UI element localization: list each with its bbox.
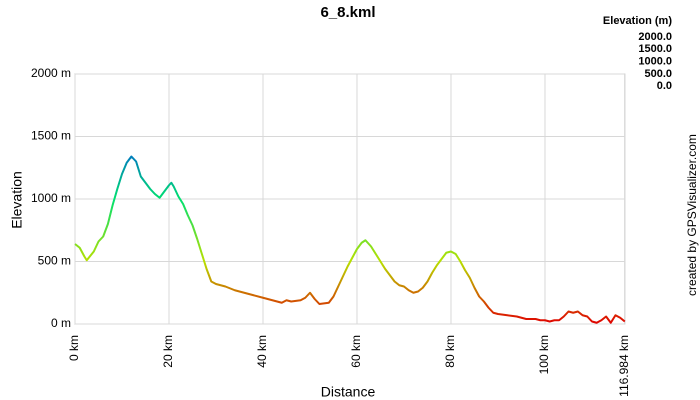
y-tick-label: 1000 m xyxy=(31,191,71,205)
y-axis-label: Elevation xyxy=(9,171,25,229)
legend-entry: 1000.0 xyxy=(638,56,672,68)
x-tick-label: 80 km xyxy=(443,335,457,368)
legend-entry: 1500.0 xyxy=(638,43,672,55)
legend-entry: 0.0 xyxy=(657,80,672,92)
y-tick-label: 500 m xyxy=(38,254,71,268)
legend-entry: 500.0 xyxy=(644,68,672,80)
y-tick-label: 0 m xyxy=(51,316,71,330)
x-tick-label: 0 km xyxy=(67,335,81,361)
x-tick-label: 40 km xyxy=(255,335,269,368)
chart-title: 6_8.kml xyxy=(320,4,375,21)
y-tick-label: 2000 m xyxy=(31,66,71,80)
x-tick-label: 116.984 km xyxy=(617,335,631,397)
elevation-line xyxy=(74,155,626,324)
credit: created by GPSVisualizer.com xyxy=(685,134,699,296)
legend-entry: 2000.0 xyxy=(638,31,672,43)
x-axis-label: Distance xyxy=(321,384,376,400)
x-tick-label: 60 km xyxy=(349,335,363,368)
x-tick-label: 100 km xyxy=(537,335,551,374)
y-tick-label: 1500 m xyxy=(31,129,71,143)
x-tick-label: 20 km xyxy=(161,335,175,368)
legend-title: Elevation (m) xyxy=(603,15,672,27)
